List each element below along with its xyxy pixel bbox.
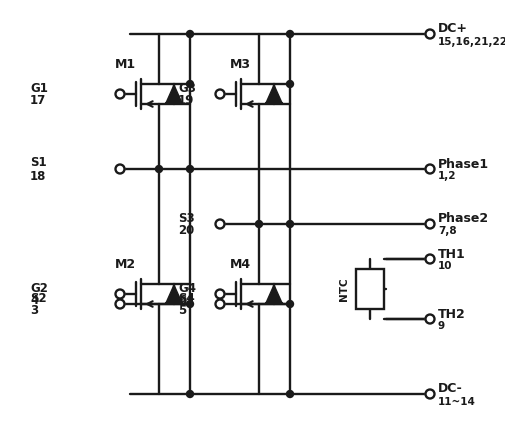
Circle shape — [186, 81, 193, 87]
Circle shape — [286, 31, 293, 37]
Circle shape — [186, 301, 193, 307]
Circle shape — [186, 31, 193, 37]
Text: DC-: DC- — [438, 382, 463, 396]
Text: 9: 9 — [438, 321, 445, 331]
Circle shape — [116, 89, 125, 98]
Circle shape — [186, 391, 193, 398]
Circle shape — [116, 290, 125, 298]
Text: NTC: NTC — [339, 277, 349, 301]
Text: G1: G1 — [30, 81, 48, 95]
Circle shape — [186, 165, 193, 173]
Text: 4: 4 — [30, 295, 38, 307]
Circle shape — [426, 165, 434, 173]
Text: Phase1: Phase1 — [438, 157, 489, 170]
Text: 1,2: 1,2 — [438, 171, 457, 181]
Text: G3: G3 — [178, 81, 196, 95]
Circle shape — [286, 81, 293, 87]
FancyBboxPatch shape — [356, 269, 384, 309]
Text: 19: 19 — [178, 95, 194, 108]
Text: S2: S2 — [30, 292, 46, 304]
Text: M3: M3 — [230, 58, 251, 70]
Text: S3: S3 — [178, 212, 194, 224]
Text: 18: 18 — [30, 170, 46, 182]
Text: M4: M4 — [230, 257, 251, 271]
Circle shape — [116, 299, 125, 309]
Text: 10: 10 — [438, 261, 452, 271]
Circle shape — [216, 299, 225, 309]
Text: 11~14: 11~14 — [438, 397, 476, 407]
Circle shape — [426, 30, 434, 39]
Circle shape — [256, 220, 263, 228]
Text: Phase2: Phase2 — [438, 212, 489, 226]
Text: M1: M1 — [115, 58, 136, 70]
Text: G2: G2 — [30, 282, 48, 295]
Circle shape — [116, 165, 125, 173]
Text: 6: 6 — [178, 295, 186, 307]
Circle shape — [216, 89, 225, 98]
Text: S1: S1 — [30, 156, 46, 170]
Circle shape — [286, 391, 293, 398]
Circle shape — [216, 290, 225, 298]
Circle shape — [286, 220, 293, 228]
Text: DC+: DC+ — [438, 22, 468, 36]
Text: 17: 17 — [30, 95, 46, 108]
Circle shape — [426, 390, 434, 399]
Polygon shape — [166, 85, 182, 103]
Circle shape — [426, 254, 434, 263]
Text: TH1: TH1 — [438, 248, 466, 260]
Text: G4: G4 — [178, 282, 196, 295]
Polygon shape — [266, 85, 282, 103]
Circle shape — [426, 220, 434, 229]
Polygon shape — [166, 285, 182, 303]
Circle shape — [216, 220, 225, 229]
Circle shape — [286, 301, 293, 307]
Text: 20: 20 — [178, 224, 194, 237]
Text: S4: S4 — [178, 292, 195, 304]
Text: 7,8: 7,8 — [438, 226, 457, 236]
Circle shape — [426, 315, 434, 324]
Text: 15,16,21,22: 15,16,21,22 — [438, 37, 505, 47]
Text: M2: M2 — [115, 257, 136, 271]
Text: 3: 3 — [30, 304, 38, 318]
Text: 5: 5 — [178, 304, 186, 318]
Text: TH2: TH2 — [438, 307, 466, 321]
Polygon shape — [266, 285, 282, 303]
Circle shape — [156, 165, 163, 173]
